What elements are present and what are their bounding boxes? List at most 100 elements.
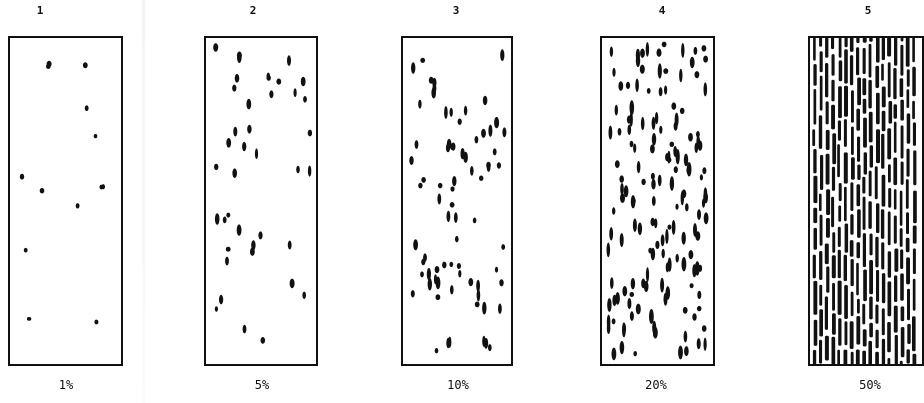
inclusion-mark xyxy=(648,247,653,254)
panel-box xyxy=(808,36,924,366)
inclusion-mark xyxy=(614,160,620,168)
inclusion-mark xyxy=(630,278,636,290)
inclusion-mark xyxy=(450,143,455,151)
inclusion-mark xyxy=(837,120,841,141)
inclusion-mark xyxy=(844,85,848,117)
inclusion-mark xyxy=(900,249,904,269)
inclusion-mark xyxy=(619,175,624,183)
inclusion-mark xyxy=(671,102,677,110)
inclusion-mark xyxy=(683,153,689,167)
inclusion-mark xyxy=(819,214,823,246)
inclusion-mark xyxy=(825,129,830,150)
inclusion-mark xyxy=(667,157,672,163)
inclusion-mark xyxy=(499,279,504,287)
inclusion-mark xyxy=(625,81,631,89)
inclusion-mark xyxy=(868,79,872,109)
inclusion-mark xyxy=(856,184,861,207)
inclusion-mark xyxy=(423,253,427,262)
inclusion-mark xyxy=(819,339,823,364)
inclusion-mark xyxy=(813,227,817,250)
inclusion-field xyxy=(213,43,313,344)
inclusion-mark xyxy=(651,178,656,190)
inclusion-mark xyxy=(697,140,703,151)
inclusion-mark xyxy=(673,166,678,174)
inclusion-mark xyxy=(880,209,885,239)
inclusion-mark xyxy=(418,99,422,109)
inclusion-mark xyxy=(813,38,816,61)
inclusion-mark xyxy=(287,240,292,250)
inclusion-mark xyxy=(863,152,867,175)
inclusion-mark xyxy=(437,182,443,189)
inclusion-mark xyxy=(627,124,632,136)
inclusion-mark xyxy=(837,349,840,364)
inclusion-mark xyxy=(832,133,837,165)
inclusion-mark xyxy=(857,209,861,238)
inclusion-mark xyxy=(663,292,668,306)
inclusion-mark xyxy=(850,351,854,364)
inclusion-mark xyxy=(900,273,904,301)
inclusion-mark xyxy=(869,145,873,168)
inclusion-mark xyxy=(906,212,909,235)
inclusion-mark xyxy=(679,68,683,83)
inclusion-mark xyxy=(26,317,32,321)
inclusion-mark xyxy=(900,38,904,42)
inclusion-mark xyxy=(887,62,891,98)
inclusion-mark xyxy=(894,248,899,272)
inclusion-mark xyxy=(413,239,418,251)
inclusion-mark xyxy=(607,298,612,312)
inclusion-mark xyxy=(667,257,672,272)
inclusion-mark xyxy=(905,237,910,253)
inclusion-mark xyxy=(481,128,486,138)
inclusion-mark xyxy=(893,189,897,210)
inclusion-mark xyxy=(888,188,892,208)
inclusion-mark xyxy=(689,56,695,69)
inclusion-mark xyxy=(494,266,499,273)
inclusion-mark xyxy=(869,260,873,295)
inclusion-mark xyxy=(432,83,437,93)
inclusion-mark xyxy=(888,164,891,183)
inclusion-mark xyxy=(617,128,622,136)
inclusion-mark xyxy=(609,46,614,57)
inclusion-mark xyxy=(225,246,231,252)
inclusion-mark xyxy=(681,231,686,245)
inclusion-mark xyxy=(849,38,854,52)
inclusion-mark xyxy=(236,51,242,60)
inclusion-mark xyxy=(479,175,484,181)
inclusion-mark xyxy=(213,43,219,52)
inclusion-mark xyxy=(609,227,614,241)
inclusion-mark xyxy=(701,45,707,52)
inclusion-mark xyxy=(912,100,915,120)
inclusion-mark xyxy=(844,49,848,84)
inclusion-mark xyxy=(881,63,884,81)
inclusion-mark xyxy=(629,311,634,321)
inclusion-mark xyxy=(849,321,854,349)
inclusion-mark xyxy=(612,67,616,77)
inclusion-mark xyxy=(410,290,415,298)
inclusion-mark xyxy=(856,38,860,44)
inclusion-mark xyxy=(254,148,259,159)
inclusion-mark xyxy=(457,118,462,125)
inclusion-mark xyxy=(881,338,886,364)
inclusion-mark xyxy=(673,146,678,157)
inclusion-mark xyxy=(681,189,687,199)
inclusion-mark xyxy=(692,313,697,321)
inclusion-mark xyxy=(654,218,658,229)
inclusion-mark xyxy=(875,65,880,88)
inclusion-mark xyxy=(629,112,633,127)
inclusion-mark xyxy=(869,322,873,338)
inclusion-mark xyxy=(640,48,645,58)
inclusion-mark xyxy=(887,322,891,353)
scan-artifact xyxy=(142,0,145,403)
inclusion-mark xyxy=(660,234,665,247)
inclusion-mark xyxy=(697,209,701,221)
inclusion-mark xyxy=(868,111,873,143)
inclusion-mark xyxy=(912,225,917,244)
inclusion-mark xyxy=(856,262,859,296)
panel-number: 3 xyxy=(452,4,460,17)
inclusion-mark xyxy=(442,261,447,269)
inclusion-mark xyxy=(645,267,650,282)
inclusion-mark xyxy=(825,38,829,58)
inclusion-mark xyxy=(862,176,866,194)
inclusion-mark xyxy=(696,338,701,350)
inclusion-mark xyxy=(819,51,823,73)
